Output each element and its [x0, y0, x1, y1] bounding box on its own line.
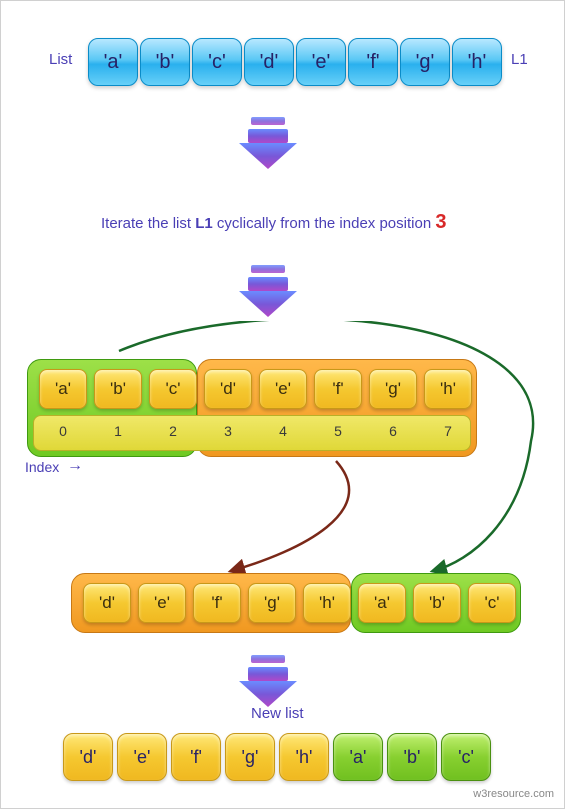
list-cell: 'h' — [452, 38, 502, 86]
sentence-mid: cyclically from the index position — [213, 215, 436, 232]
list-cell: 'e' — [296, 38, 346, 86]
indexed-cell: 'g' — [369, 369, 417, 409]
index-number: 3 — [204, 423, 252, 439]
list-cell: 'f' — [348, 38, 398, 86]
sentence: Iterate the list L1 cyclically from the … — [101, 211, 501, 234]
sentence-l1: L1 — [195, 215, 213, 232]
label-list: List — [49, 51, 72, 68]
result-cell: 'e' — [138, 583, 186, 623]
down-arrow-icon — [233, 259, 303, 321]
indexed-cell: 'e' — [259, 369, 307, 409]
sentence-pre: Iterate the list — [101, 215, 195, 232]
result-cell: 'd' — [83, 583, 131, 623]
indexed-cell: 'c' — [149, 369, 197, 409]
index-number: 6 — [369, 423, 417, 439]
list-cell: 'c' — [192, 38, 242, 86]
indexed-cell: 'd' — [204, 369, 252, 409]
newlist-cell: 'f' — [171, 733, 221, 781]
indexed-cell: 'f' — [314, 369, 362, 409]
newlist-cell: 'h' — [279, 733, 329, 781]
result-cell: 'a' — [358, 583, 406, 623]
down-arrow-icon — [233, 111, 303, 173]
index-number: 7 — [424, 423, 472, 439]
indexed-cell: 'h' — [424, 369, 472, 409]
label-l1: L1 — [511, 51, 528, 68]
index-number: 1 — [94, 423, 142, 439]
result-cell: 'h' — [303, 583, 351, 623]
newlist-cell: 'd' — [63, 733, 113, 781]
list-cell: 'g' — [400, 38, 450, 86]
newlist-cell: 'c' — [441, 733, 491, 781]
index-number: 4 — [259, 423, 307, 439]
newlist-cell: 'a' — [333, 733, 383, 781]
newlist-cell: 'e' — [117, 733, 167, 781]
down-arrow-icon — [233, 649, 303, 711]
list-cell: 'a' — [88, 38, 138, 86]
index-number: 2 — [149, 423, 197, 439]
result-cell: 'f' — [193, 583, 241, 623]
list-cell: 'b' — [140, 38, 190, 86]
index-number: 0 — [39, 423, 87, 439]
result-cell: 'b' — [413, 583, 461, 623]
result-cell: 'g' — [248, 583, 296, 623]
footer-credit: w3resource.com — [473, 788, 554, 800]
label-index: Index — [25, 459, 59, 475]
list-cell: 'd' — [244, 38, 294, 86]
result-cell: 'c' — [468, 583, 516, 623]
sentence-idx: 3 — [435, 211, 446, 233]
newlist-cell: 'b' — [387, 733, 437, 781]
index-number: 5 — [314, 423, 362, 439]
newlist-cell: 'g' — [225, 733, 275, 781]
indexed-cell: 'b' — [94, 369, 142, 409]
index-arrow-icon: → — [67, 457, 83, 475]
indexed-cell: 'a' — [39, 369, 87, 409]
